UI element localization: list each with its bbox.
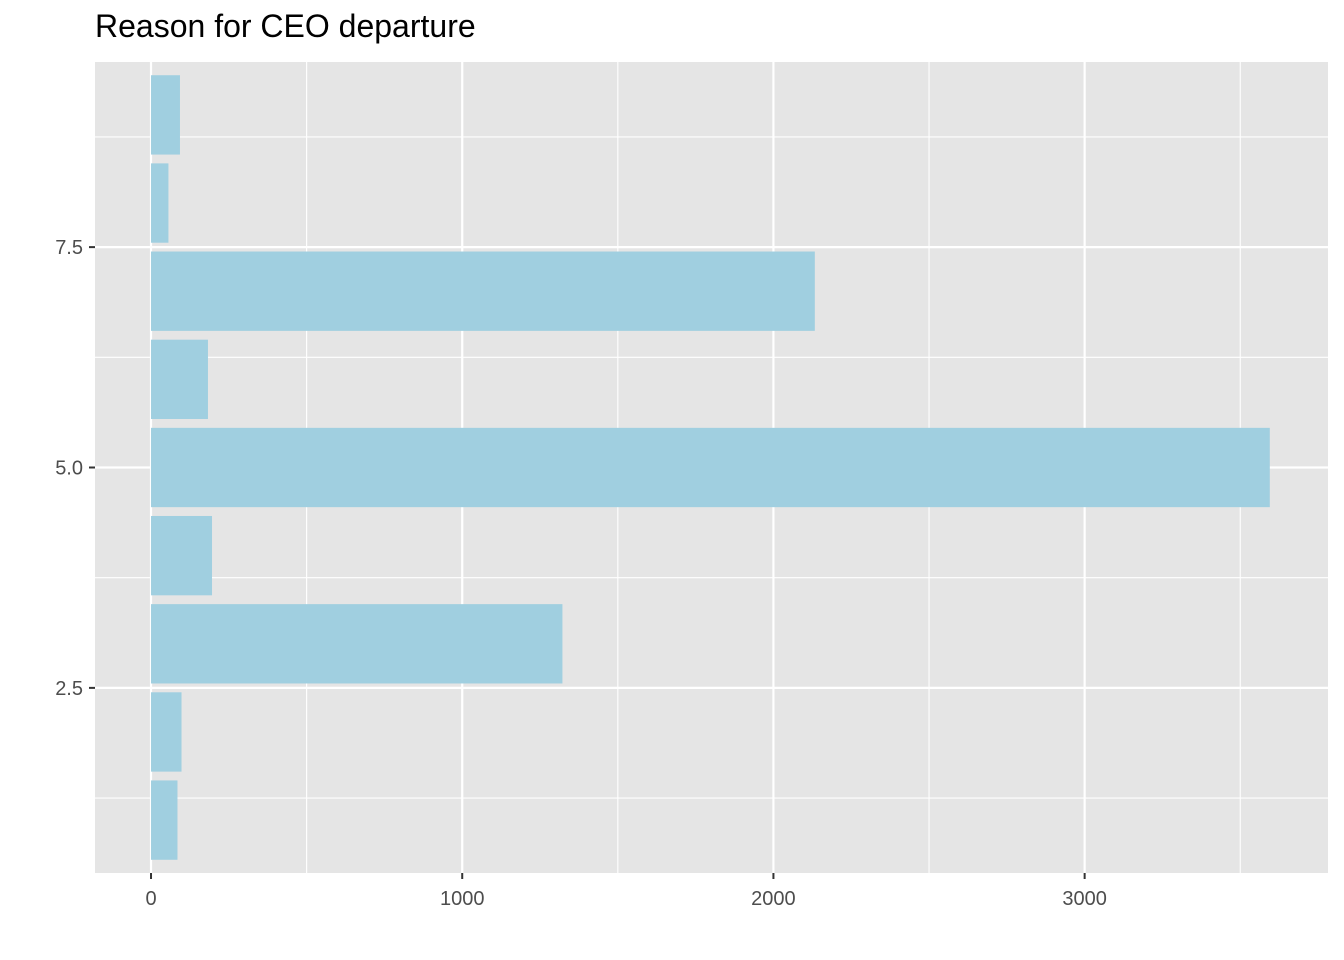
x-tick-label: 0	[145, 888, 156, 910]
y-tick-label: 2.5	[55, 678, 83, 700]
bars	[151, 75, 1270, 860]
bar-6	[151, 339, 208, 420]
bar-7	[151, 251, 815, 331]
bar-8	[151, 163, 169, 243]
chart-title: Reason for CEO departure	[95, 8, 476, 44]
bar-9	[151, 75, 180, 155]
axes: 0 1000 2000 3000 2.5 5.0 7.5	[55, 237, 1107, 910]
bar-5	[151, 427, 1270, 508]
y-tick-label: 7.5	[55, 237, 83, 259]
x-tick-label: 1000	[440, 888, 485, 910]
y-tick-label: 5.0	[55, 458, 83, 480]
x-tick-label: 3000	[1062, 888, 1107, 910]
bar-2	[151, 692, 182, 772]
x-tick-label: 2000	[751, 888, 796, 910]
bar-1	[151, 780, 178, 860]
bar-3	[151, 604, 563, 684]
bar-4	[151, 515, 213, 596]
